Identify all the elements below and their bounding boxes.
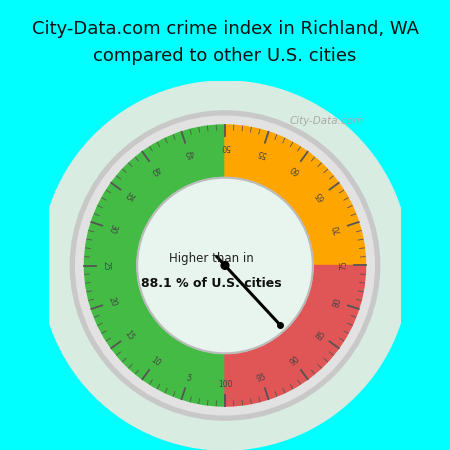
Text: 5: 5 bbox=[184, 373, 192, 383]
Circle shape bbox=[221, 261, 229, 270]
Text: compared to other U.S. cities: compared to other U.S. cities bbox=[93, 47, 357, 65]
Text: 75: 75 bbox=[339, 261, 348, 270]
Circle shape bbox=[70, 111, 380, 420]
Text: 40: 40 bbox=[148, 163, 162, 176]
Text: Higher than in: Higher than in bbox=[169, 252, 253, 265]
Text: 30: 30 bbox=[106, 223, 118, 235]
Text: 100: 100 bbox=[218, 380, 232, 389]
Text: 55: 55 bbox=[256, 147, 268, 158]
Wedge shape bbox=[85, 125, 225, 406]
Text: 15: 15 bbox=[122, 328, 135, 342]
Text: 10: 10 bbox=[149, 355, 162, 368]
Text: 90: 90 bbox=[288, 355, 302, 368]
Text: 80: 80 bbox=[332, 296, 343, 308]
Circle shape bbox=[137, 178, 313, 353]
Text: 20: 20 bbox=[107, 296, 118, 308]
Text: 88.1 % of U.S. cities: 88.1 % of U.S. cities bbox=[141, 277, 281, 289]
Text: 95: 95 bbox=[256, 373, 268, 384]
Text: 60: 60 bbox=[288, 163, 302, 176]
Text: 65: 65 bbox=[315, 189, 328, 202]
Text: 50: 50 bbox=[220, 142, 230, 151]
Circle shape bbox=[76, 116, 374, 415]
Text: City-Data.com: City-Data.com bbox=[290, 117, 364, 126]
Text: 45: 45 bbox=[182, 147, 194, 158]
Text: 70: 70 bbox=[332, 223, 344, 235]
Wedge shape bbox=[225, 125, 365, 266]
Text: 85: 85 bbox=[315, 328, 328, 342]
Wedge shape bbox=[225, 266, 365, 406]
Text: 35: 35 bbox=[122, 189, 135, 202]
Circle shape bbox=[40, 81, 410, 450]
Text: City-Data.com crime index in Richland, WA: City-Data.com crime index in Richland, W… bbox=[32, 20, 419, 38]
Text: 25: 25 bbox=[102, 261, 111, 270]
